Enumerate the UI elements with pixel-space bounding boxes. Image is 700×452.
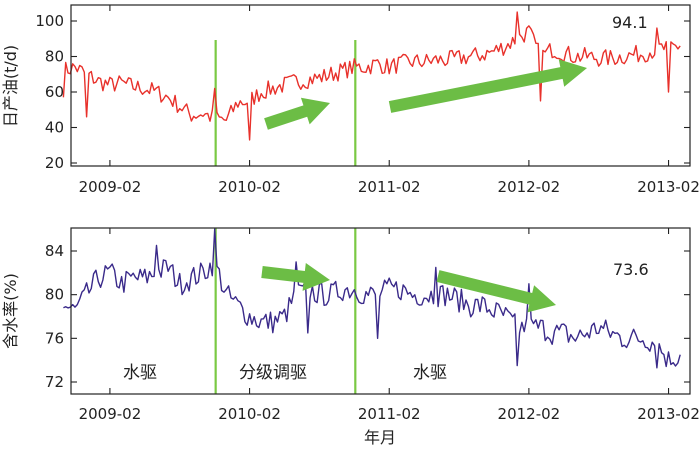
oil-end-value: 94.1 xyxy=(612,13,648,32)
oil-production-line xyxy=(62,11,681,141)
water-cut-line xyxy=(63,228,681,369)
top-y-tick-label: 60 xyxy=(45,83,64,101)
x-axis-title: 年月 xyxy=(364,428,396,447)
bottom-x-tick-label: 2011-02 xyxy=(358,405,421,423)
top-plot-frame xyxy=(70,4,691,167)
stage-label-water-flood-1: 水驱 xyxy=(123,363,157,383)
top-y-axis-label: 日产油(t/d) xyxy=(1,45,20,127)
bottom-plot-frame xyxy=(70,227,691,395)
bottom-x-tick-label: 2010-02 xyxy=(218,405,281,423)
stage-label-water-flood-2: 水驱 xyxy=(413,363,447,383)
bottom-y-tick-label: 84 xyxy=(45,242,64,260)
top-x-tick-label: 2011-02 xyxy=(358,178,421,196)
bottom-y-tick-label: 72 xyxy=(45,373,64,391)
bottom-y-tick-label: 80 xyxy=(45,286,64,304)
top-x-tick-label: 2009-02 xyxy=(79,178,142,196)
top-y-tick-label: 40 xyxy=(45,119,64,137)
water-cut-chart: 2009-02 2010-02 2011-02 2012-02 2013-02 72 76 8… xyxy=(1,227,700,447)
top-y-tick-label: 100 xyxy=(35,12,64,30)
bottom-y-tick-label: 76 xyxy=(45,329,64,347)
bottom-y-axis-label: 含水率(%) xyxy=(1,273,20,349)
top-x-tick-label: 2012-02 xyxy=(498,178,561,196)
oil-production-chart: 2009-02 2010-02 2011-02 2012-02 2013-02 20 40 6… xyxy=(1,4,700,196)
stage-label-profile-control: 分级调驱 xyxy=(239,363,307,383)
trend-arrow xyxy=(388,59,587,113)
top-x-tick-label: 2010-02 xyxy=(218,178,281,196)
trend-arrow xyxy=(264,97,330,130)
trend-arrow xyxy=(436,270,556,313)
top-y-tick-label: 80 xyxy=(45,48,64,66)
trend-arrow xyxy=(261,263,330,291)
bottom-x-tick-label: 2012-02 xyxy=(498,405,561,423)
bottom-x-tick-label: 2013-02 xyxy=(637,405,700,423)
water-cut-end-value: 73.6 xyxy=(613,260,649,279)
bottom-x-tick-label: 2009-02 xyxy=(79,405,142,423)
top-y-tick-label: 20 xyxy=(45,154,64,172)
top-x-tick-label: 2013-02 xyxy=(637,178,700,196)
